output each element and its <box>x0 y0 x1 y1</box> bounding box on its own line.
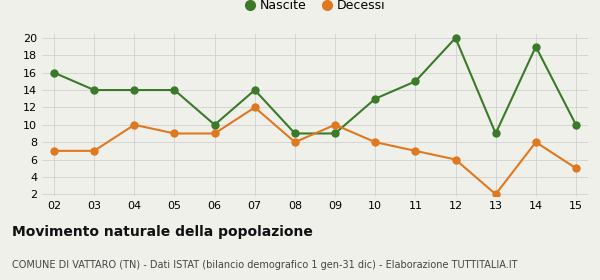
Text: COMUNE DI VATTARO (TN) - Dati ISTAT (bilancio demografico 1 gen-31 dic) - Elabor: COMUNE DI VATTARO (TN) - Dati ISTAT (bil… <box>12 260 517 270</box>
Legend: Nascite, Decessi: Nascite, Decessi <box>240 0 390 17</box>
Text: Movimento naturale della popolazione: Movimento naturale della popolazione <box>12 225 313 239</box>
